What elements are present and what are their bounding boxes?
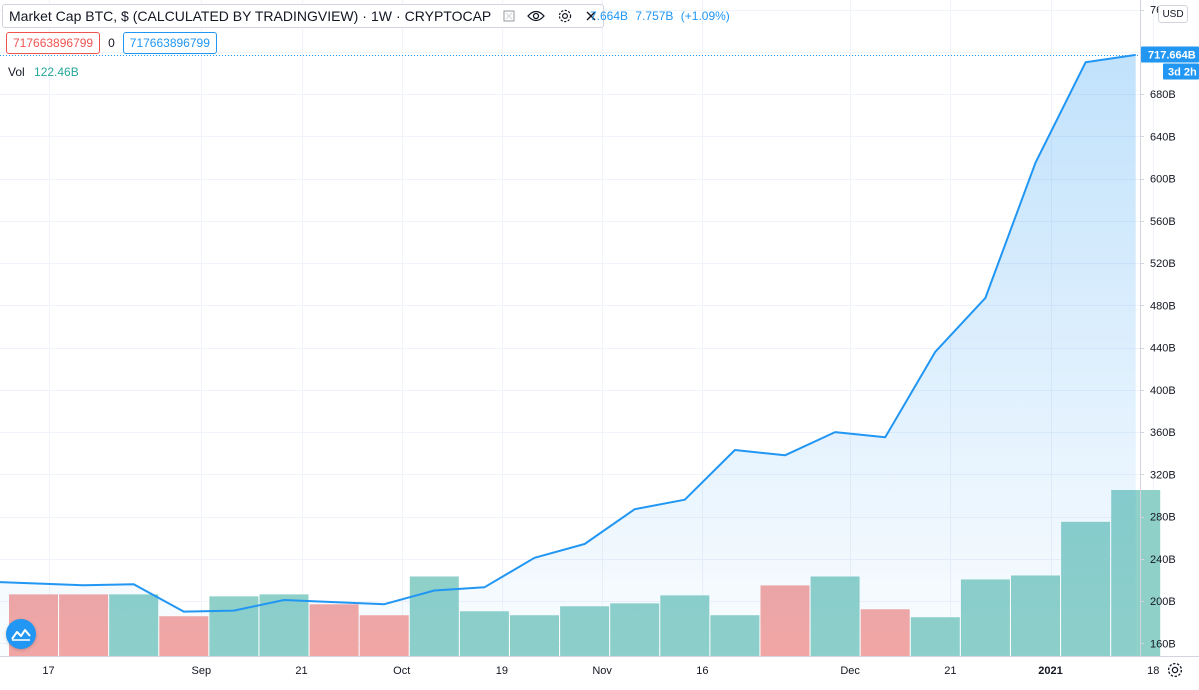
ohlc-values: 7.664B 7.757B (+1.09%) — [590, 9, 734, 23]
indicator-values: 717663896799 0 717663896799 — [6, 32, 217, 54]
price-area-fill — [0, 54, 1136, 656]
exchange-label[interactable]: CRYPTOCAP — [404, 8, 492, 24]
separator: · — [362, 8, 367, 24]
price-line — [0, 53, 1140, 613]
time-tick-label: Oct — [393, 665, 410, 677]
value-middle: 0 — [108, 36, 115, 50]
time-tick-label: 21 — [295, 665, 307, 677]
price-tick-label: 560B — [1150, 216, 1176, 228]
price-area — [0, 54, 1136, 656]
price-tick-label: 200B — [1150, 596, 1176, 608]
source-toggle-icon[interactable] — [503, 10, 515, 22]
last-price-text: 717.664B — [1148, 50, 1196, 62]
symbol-title[interactable]: Market Cap BTC, $ (CALCULATED BY TRADING… — [9, 8, 359, 24]
volume-value: 122.46B — [34, 65, 79, 79]
price-tick-label: 360B — [1150, 427, 1176, 439]
time-tick-label: Nov — [592, 665, 612, 677]
ohlc-close: 7.664B — [590, 9, 629, 23]
time-tick-label: Sep — [192, 665, 212, 677]
time-tick-label: 18 — [1147, 665, 1159, 677]
volume-label: Vol — [8, 65, 25, 79]
price-tick-label: 640B — [1150, 131, 1176, 143]
last-price-badge — [1141, 46, 1199, 63]
time-tick-label: 17 — [42, 665, 54, 677]
eye-icon[interactable] — [527, 10, 546, 22]
time-tick-label: 2021 — [1038, 665, 1062, 677]
value-box-left[interactable]: 717663896799 — [6, 32, 101, 54]
price-tick-label: 680B — [1150, 89, 1176, 101]
currency-button[interactable]: USD — [1158, 5, 1188, 23]
price-tick-label: 320B — [1150, 469, 1176, 481]
price-tick-label: 160B — [1150, 638, 1176, 650]
time-tick-label: 21 — [944, 665, 956, 677]
price-tick-label: 520B — [1150, 258, 1176, 270]
price-tick-label: 600B — [1150, 174, 1176, 186]
separator: · — [395, 8, 401, 24]
last-price-label: 717.664B 3d 2h — [1141, 46, 1199, 80]
price-tick-label: 280B — [1150, 512, 1176, 524]
countdown-text: 3d 2h — [1168, 67, 1197, 79]
close-icon[interactable] — [585, 10, 597, 22]
symbol-legend[interactable]: Market Cap BTC, $ (CALCULATED BY TRADING… — [2, 4, 605, 28]
price-tick-label: 240B — [1150, 554, 1176, 566]
countdown-badge — [1163, 63, 1199, 80]
price-tick-label: 440B — [1150, 343, 1176, 355]
settings-icon[interactable] — [557, 8, 573, 24]
price-tick-label: 480B — [1150, 300, 1176, 312]
time-tick-label: Dec — [840, 665, 860, 677]
volume-legend[interactable]: Vol 122.46B — [8, 65, 79, 79]
tradingview-logo-icon[interactable] — [6, 619, 36, 649]
time-tick-label: 19 — [496, 665, 508, 677]
interval-label[interactable]: 1W — [370, 8, 392, 24]
ohlc-change-percent: (+1.09%) — [680, 9, 730, 23]
price-tick-label: 400B — [1150, 385, 1176, 397]
chart-settings-icon[interactable] — [1165, 660, 1185, 680]
ohlc-change: 7.757B — [635, 9, 674, 23]
value-box-right[interactable]: 717663896799 — [122, 32, 217, 54]
time-tick-label: 16 — [696, 665, 708, 677]
